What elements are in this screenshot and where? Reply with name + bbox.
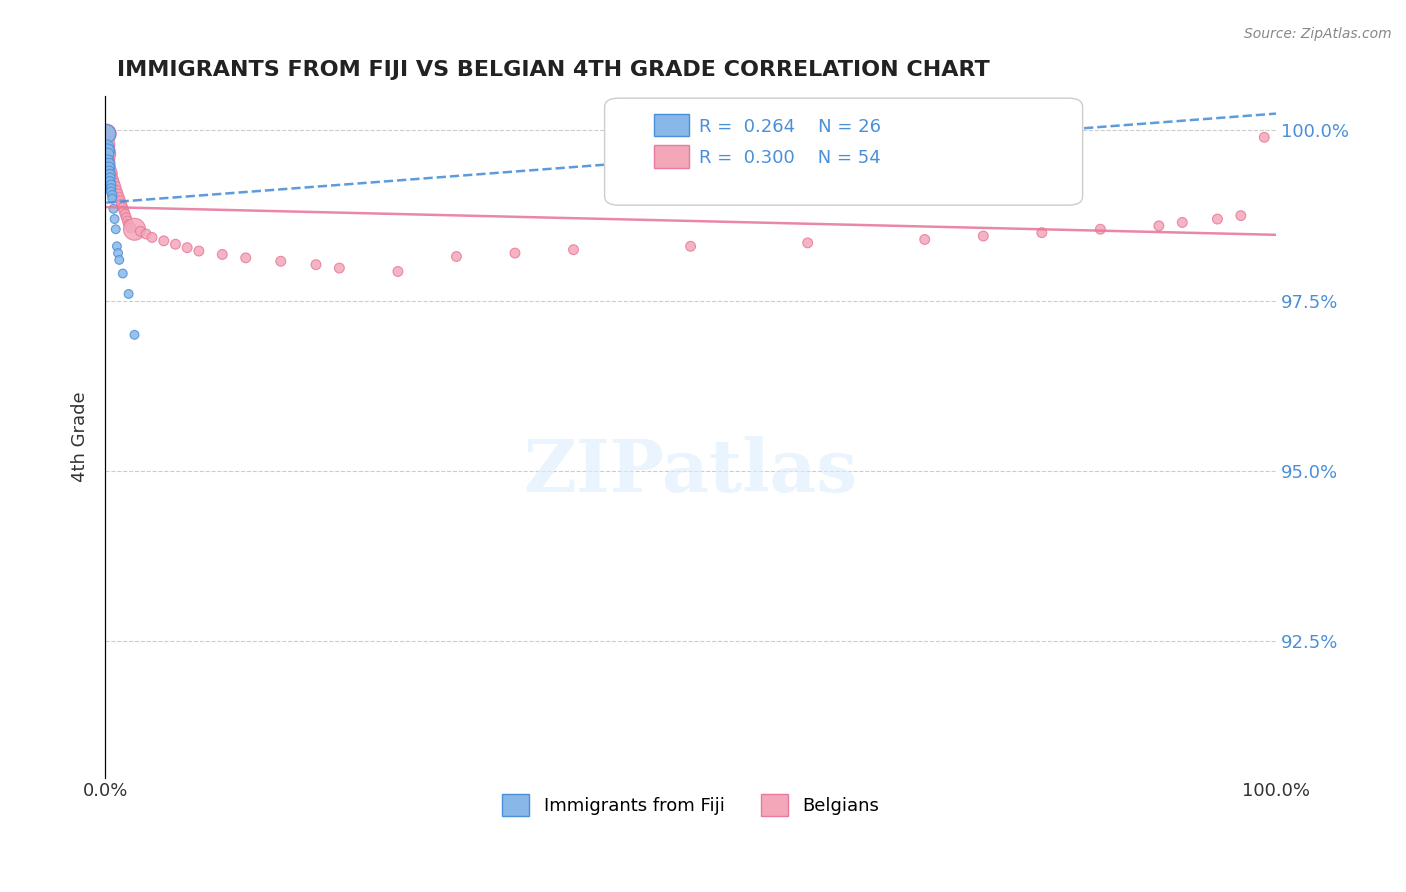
Point	[103, 202, 125, 216]
Point	[105, 239, 128, 253]
Point	[96, 137, 118, 152]
Point	[101, 169, 124, 183]
Point	[176, 241, 198, 255]
Point	[97, 157, 120, 171]
Point	[1031, 226, 1053, 240]
Point	[235, 251, 257, 265]
Point	[305, 258, 328, 272]
Point	[111, 201, 134, 215]
Point	[97, 164, 120, 178]
Point	[96, 127, 118, 141]
Point	[101, 192, 124, 206]
Point	[100, 178, 122, 192]
Point	[503, 246, 526, 260]
Point	[97, 147, 120, 161]
Point	[97, 151, 120, 165]
Point	[1206, 212, 1229, 227]
Point	[796, 235, 818, 250]
Point	[117, 214, 139, 228]
Point	[101, 188, 124, 202]
Point	[152, 234, 174, 248]
Point	[124, 222, 146, 236]
Point	[100, 185, 122, 199]
Point	[107, 246, 129, 260]
Point	[446, 250, 468, 264]
Text: ZIPatlas: ZIPatlas	[523, 435, 858, 507]
Point	[1147, 219, 1170, 233]
Point	[103, 176, 125, 190]
Point	[112, 203, 135, 218]
Point	[101, 166, 124, 180]
Point	[387, 264, 409, 278]
Point	[165, 237, 187, 252]
Point	[914, 232, 936, 246]
Point	[98, 159, 121, 173]
Point	[270, 254, 292, 268]
Point	[1230, 209, 1253, 223]
Point	[105, 183, 128, 197]
Point	[100, 162, 122, 177]
Point	[98, 168, 121, 182]
Point	[96, 144, 118, 158]
Point	[1090, 222, 1112, 236]
Point	[96, 127, 118, 141]
Point	[110, 197, 132, 211]
Point	[211, 247, 233, 261]
Point	[562, 243, 585, 257]
Point	[120, 220, 142, 235]
Point	[141, 230, 163, 244]
Point	[129, 224, 152, 238]
Point	[117, 287, 139, 301]
Text: Source: ZipAtlas.com: Source: ZipAtlas.com	[1244, 27, 1392, 41]
Point	[124, 327, 146, 342]
Point	[110, 194, 132, 208]
Point	[972, 229, 994, 244]
Point	[107, 186, 129, 201]
Point	[98, 152, 121, 166]
Point	[98, 155, 121, 169]
Point	[108, 252, 131, 267]
Point	[103, 172, 125, 186]
Point	[96, 140, 118, 154]
Point	[111, 267, 134, 281]
Y-axis label: 4th Grade: 4th Grade	[72, 392, 89, 483]
Text: IMMIGRANTS FROM FIJI VS BELGIAN 4TH GRADE CORRELATION CHART: IMMIGRANTS FROM FIJI VS BELGIAN 4TH GRAD…	[117, 60, 990, 79]
Point	[187, 244, 209, 258]
Text: R =  0.300    N = 54: R = 0.300 N = 54	[699, 149, 880, 167]
Point	[100, 181, 122, 195]
Point	[104, 222, 127, 236]
Point	[796, 130, 818, 145]
Legend: Immigrants from Fiji, Belgians: Immigrants from Fiji, Belgians	[495, 787, 886, 823]
Point	[96, 144, 118, 158]
Point	[98, 175, 121, 189]
Point	[108, 190, 131, 204]
Point	[114, 207, 136, 221]
Point	[98, 171, 121, 186]
Point	[328, 261, 350, 276]
Point	[679, 239, 702, 253]
Point	[135, 227, 157, 241]
Point	[104, 179, 127, 194]
Point	[117, 218, 139, 232]
Point	[1253, 130, 1275, 145]
Point	[97, 161, 120, 175]
Text: R =  0.264    N = 26: R = 0.264 N = 26	[699, 118, 880, 136]
Point	[96, 147, 118, 161]
Point	[1171, 215, 1194, 229]
Point	[96, 154, 118, 169]
Point	[115, 211, 138, 225]
Point	[103, 212, 125, 227]
